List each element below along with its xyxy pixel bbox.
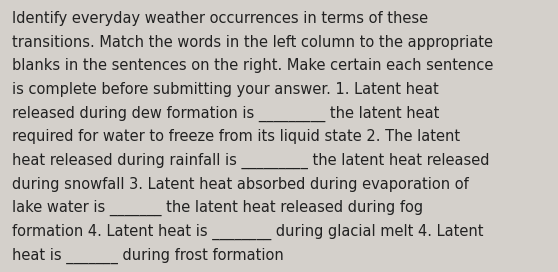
Text: heat is _______ during frost formation: heat is _______ during frost formation	[12, 248, 284, 264]
Text: during snowfall 3. Latent heat absorbed during evaporation of: during snowfall 3. Latent heat absorbed …	[12, 177, 469, 191]
Text: lake water is _______ the latent heat released during fog: lake water is _______ the latent heat re…	[12, 200, 424, 217]
Text: transitions. Match the words in the left column to the appropriate: transitions. Match the words in the left…	[12, 35, 493, 50]
Text: released during dew formation is _________ the latent heat: released during dew formation is _______…	[12, 106, 440, 122]
Text: required for water to freeze from its liquid state 2. The latent: required for water to freeze from its li…	[12, 129, 460, 144]
Text: formation 4. Latent heat is ________ during glacial melt 4. Latent: formation 4. Latent heat is ________ dur…	[12, 224, 484, 240]
Text: Identify everyday weather occurrences in terms of these: Identify everyday weather occurrences in…	[12, 11, 429, 26]
Text: is complete before submitting your answer. 1. Latent heat: is complete before submitting your answe…	[12, 82, 439, 97]
Text: blanks in the sentences on the right. Make certain each sentence: blanks in the sentences on the right. Ma…	[12, 58, 494, 73]
Text: heat released during rainfall is _________ the latent heat released: heat released during rainfall is _______…	[12, 153, 490, 169]
